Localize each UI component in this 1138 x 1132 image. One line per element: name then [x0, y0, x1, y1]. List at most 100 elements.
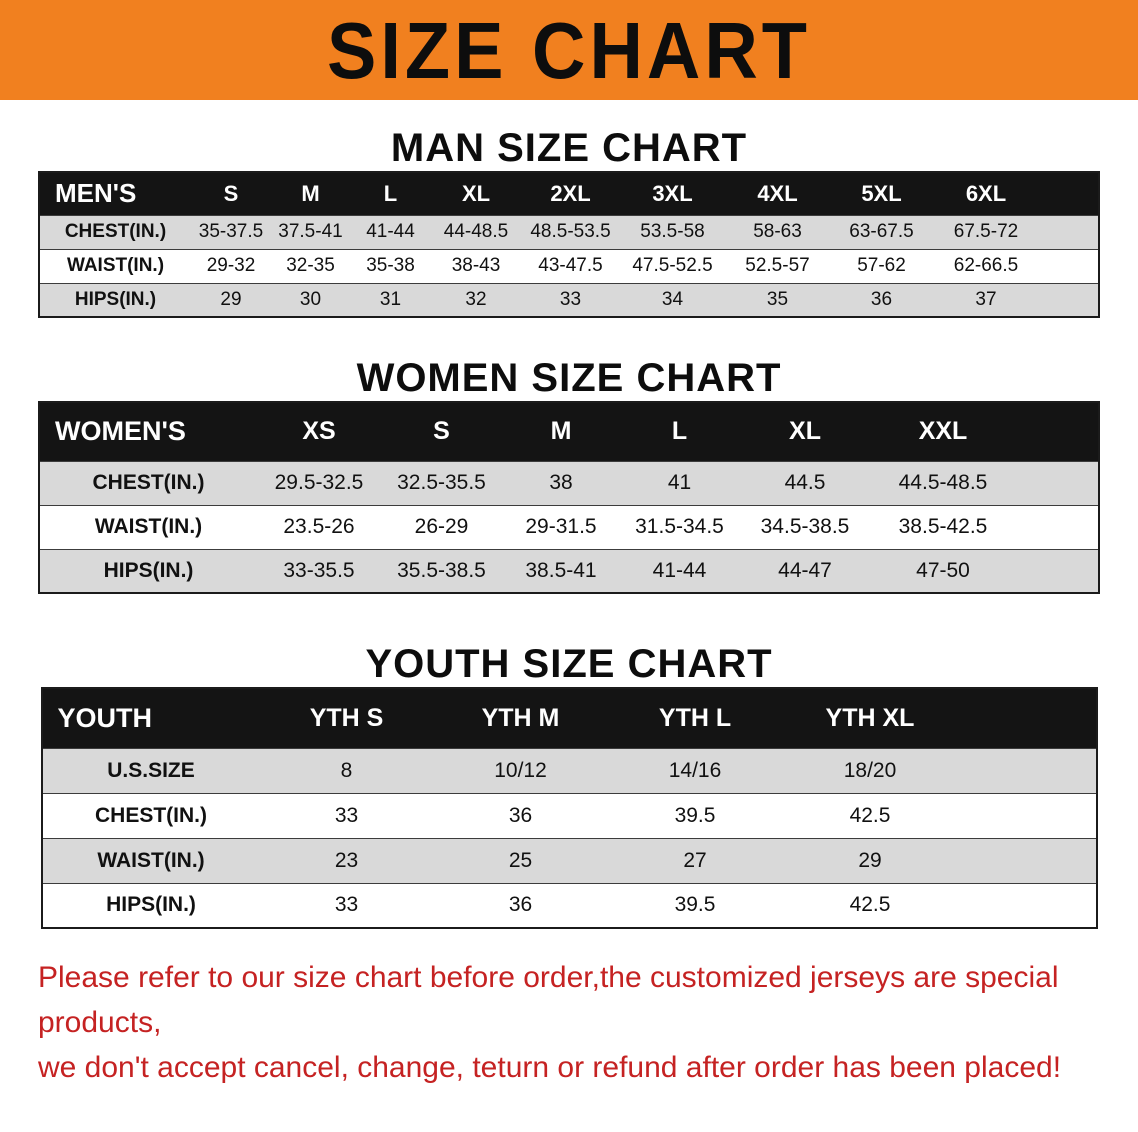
spacer-cell	[958, 838, 1097, 883]
size-value: 38.5-42.5	[898, 515, 988, 538]
table-header-row: WOMEN'S XS S M L XL XXL	[39, 402, 1099, 461]
column-header: YTH L	[607, 688, 783, 748]
spacer-cell	[1039, 249, 1099, 283]
row-label: WAIST(IN.)	[94, 515, 203, 538]
column-header: 4XL	[725, 172, 830, 215]
size-value: 34.5-38.5	[760, 515, 850, 538]
size-value: 29-31.5	[525, 515, 597, 538]
column-header: YTH S	[259, 688, 434, 748]
size-value: 36	[508, 893, 533, 917]
spacer-cell	[1015, 505, 1099, 549]
column-header: S	[191, 172, 271, 215]
table-row: HIPS(IN.) 33 36 39.5 42.5	[41, 883, 1097, 928]
column-header: M	[271, 172, 350, 215]
column-header: MEN'S	[39, 172, 191, 215]
size-value: 39.5	[674, 803, 716, 827]
size-value: 42.5	[849, 893, 891, 917]
banner: SIZE CHART	[0, 0, 1138, 100]
men-section-heading: MAN SIZE CHART	[390, 126, 748, 170]
column-header: YTH M	[433, 688, 608, 748]
size-value: 36	[508, 803, 533, 827]
table-row: U.S.SIZE 8 10/12 14/16 18/20	[41, 748, 1097, 793]
women-section-heading: WOMEN SIZE CHART	[356, 356, 782, 400]
row-label: CHEST(IN.)	[95, 803, 207, 827]
row-label: HIPS(IN.)	[74, 288, 157, 310]
size-value: 44-47	[778, 558, 832, 582]
column-header: 5XL	[830, 172, 933, 215]
table-header-row: MEN'S S M L XL 2XL 3XL 4XL 5XL 6XL	[39, 172, 1099, 215]
row-label: CHEST(IN.)	[92, 471, 205, 494]
size-value: 27	[683, 848, 707, 872]
column-header: M	[502, 402, 620, 461]
table-header-row: YOUTH YTH S YTH M YTH L YTH XL	[41, 688, 1097, 748]
youth-section-heading: YOUTH SIZE CHART	[365, 642, 773, 686]
size-value: 14/16	[668, 758, 722, 782]
men-size-table: MEN'S S M L XL 2XL 3XL 4XL 5XL 6XL CHEST…	[38, 171, 1100, 318]
size-value: 39.5	[674, 893, 716, 917]
size-value: 33-35.5	[283, 558, 355, 582]
size-value: 33	[334, 803, 359, 827]
size-value: 8	[340, 758, 353, 782]
size-value: 34	[661, 288, 684, 310]
column-header: YOUTH	[41, 688, 260, 748]
column-header: L	[350, 172, 431, 215]
spacer-cell	[1015, 549, 1099, 593]
column-header: 3XL	[620, 172, 725, 215]
size-value: 30	[299, 288, 322, 310]
size-value: 41-44	[366, 221, 415, 242]
spacer-cell	[1015, 402, 1099, 461]
size-value: 67.5-72	[953, 221, 1019, 242]
size-value: 33	[559, 288, 582, 310]
spacer-cell	[958, 748, 1097, 793]
size-value: 38	[549, 471, 573, 494]
size-value: 62-66.5	[953, 255, 1019, 276]
size-value: 25	[508, 848, 533, 872]
table-row: WAIST(IN.) 23.5-26 26-29 29-31.5 31.5-34…	[39, 505, 1099, 549]
size-value: 32	[465, 288, 487, 310]
row-label: U.S.SIZE	[107, 758, 195, 782]
row-label: CHEST(IN.)	[64, 221, 167, 242]
men-size-section: MAN SIZE CHART MEN'S S M L XL 2XL 3XL 4X…	[0, 126, 1138, 318]
size-value: 44-48.5	[443, 221, 509, 242]
row-label: WAIST(IN.)	[66, 255, 165, 276]
disclaimer: Please refer to our size chart before or…	[38, 955, 1118, 1090]
size-value: 18/20	[843, 758, 897, 782]
spacer-cell	[1039, 215, 1099, 249]
row-label: HIPS(IN.)	[103, 558, 194, 582]
table-row: CHEST(IN.) 35-37.5 37.5-41 41-44 44-48.5…	[39, 215, 1099, 249]
table-row: HIPS(IN.) 33-35.5 35.5-38.5 38.5-41 41-4…	[39, 549, 1099, 593]
women-size-table: WOMEN'S XS S M L XL XXL CHEST(IN.) 29.5-…	[38, 401, 1100, 594]
size-value: 36	[870, 288, 893, 310]
size-value: 31.5-34.5	[635, 515, 724, 538]
column-header: WOMEN'S	[39, 402, 257, 461]
size-value: 35-38	[366, 255, 415, 276]
size-value: 32.5-35.5	[397, 471, 486, 494]
size-value: 38.5-41	[525, 558, 597, 582]
column-header: XL	[431, 172, 521, 215]
table-row: CHEST(IN.) 33 36 39.5 42.5	[41, 793, 1097, 838]
table-row: WAIST(IN.) 23 25 27 29	[41, 838, 1097, 883]
size-value: 44.5	[784, 471, 826, 494]
spacer-cell	[1039, 283, 1099, 317]
size-value: 26-29	[414, 515, 469, 538]
size-value: 63-67.5	[849, 221, 914, 242]
youth-size-table: YOUTH YTH S YTH M YTH L YTH XL U.S.SIZE …	[40, 687, 1098, 929]
size-value: 10/12	[494, 758, 547, 782]
women-size-section: WOMEN SIZE CHART WOMEN'S XS S M L XL XXL	[0, 356, 1138, 594]
spacer-cell	[958, 883, 1097, 928]
size-value: 43-47.5	[538, 255, 603, 276]
column-header: S	[381, 402, 502, 461]
size-value: 35-37.5	[198, 221, 264, 242]
column-header: L	[620, 402, 739, 461]
size-value: 23.5-26	[283, 515, 355, 538]
disclaimer-line-2: we don't accept cancel, change, teturn o…	[38, 1051, 1062, 1084]
size-value: 37.5-41	[278, 221, 343, 242]
column-header: 2XL	[521, 172, 620, 215]
size-value: 58-63	[753, 221, 802, 242]
table-row: CHEST(IN.) 29.5-32.5 32.5-35.5 38 41 44.…	[39, 461, 1099, 505]
size-value: 31	[379, 288, 402, 310]
column-header: YTH XL	[782, 688, 958, 748]
size-value: 42.5	[849, 803, 891, 827]
size-value: 47-50	[916, 558, 970, 582]
